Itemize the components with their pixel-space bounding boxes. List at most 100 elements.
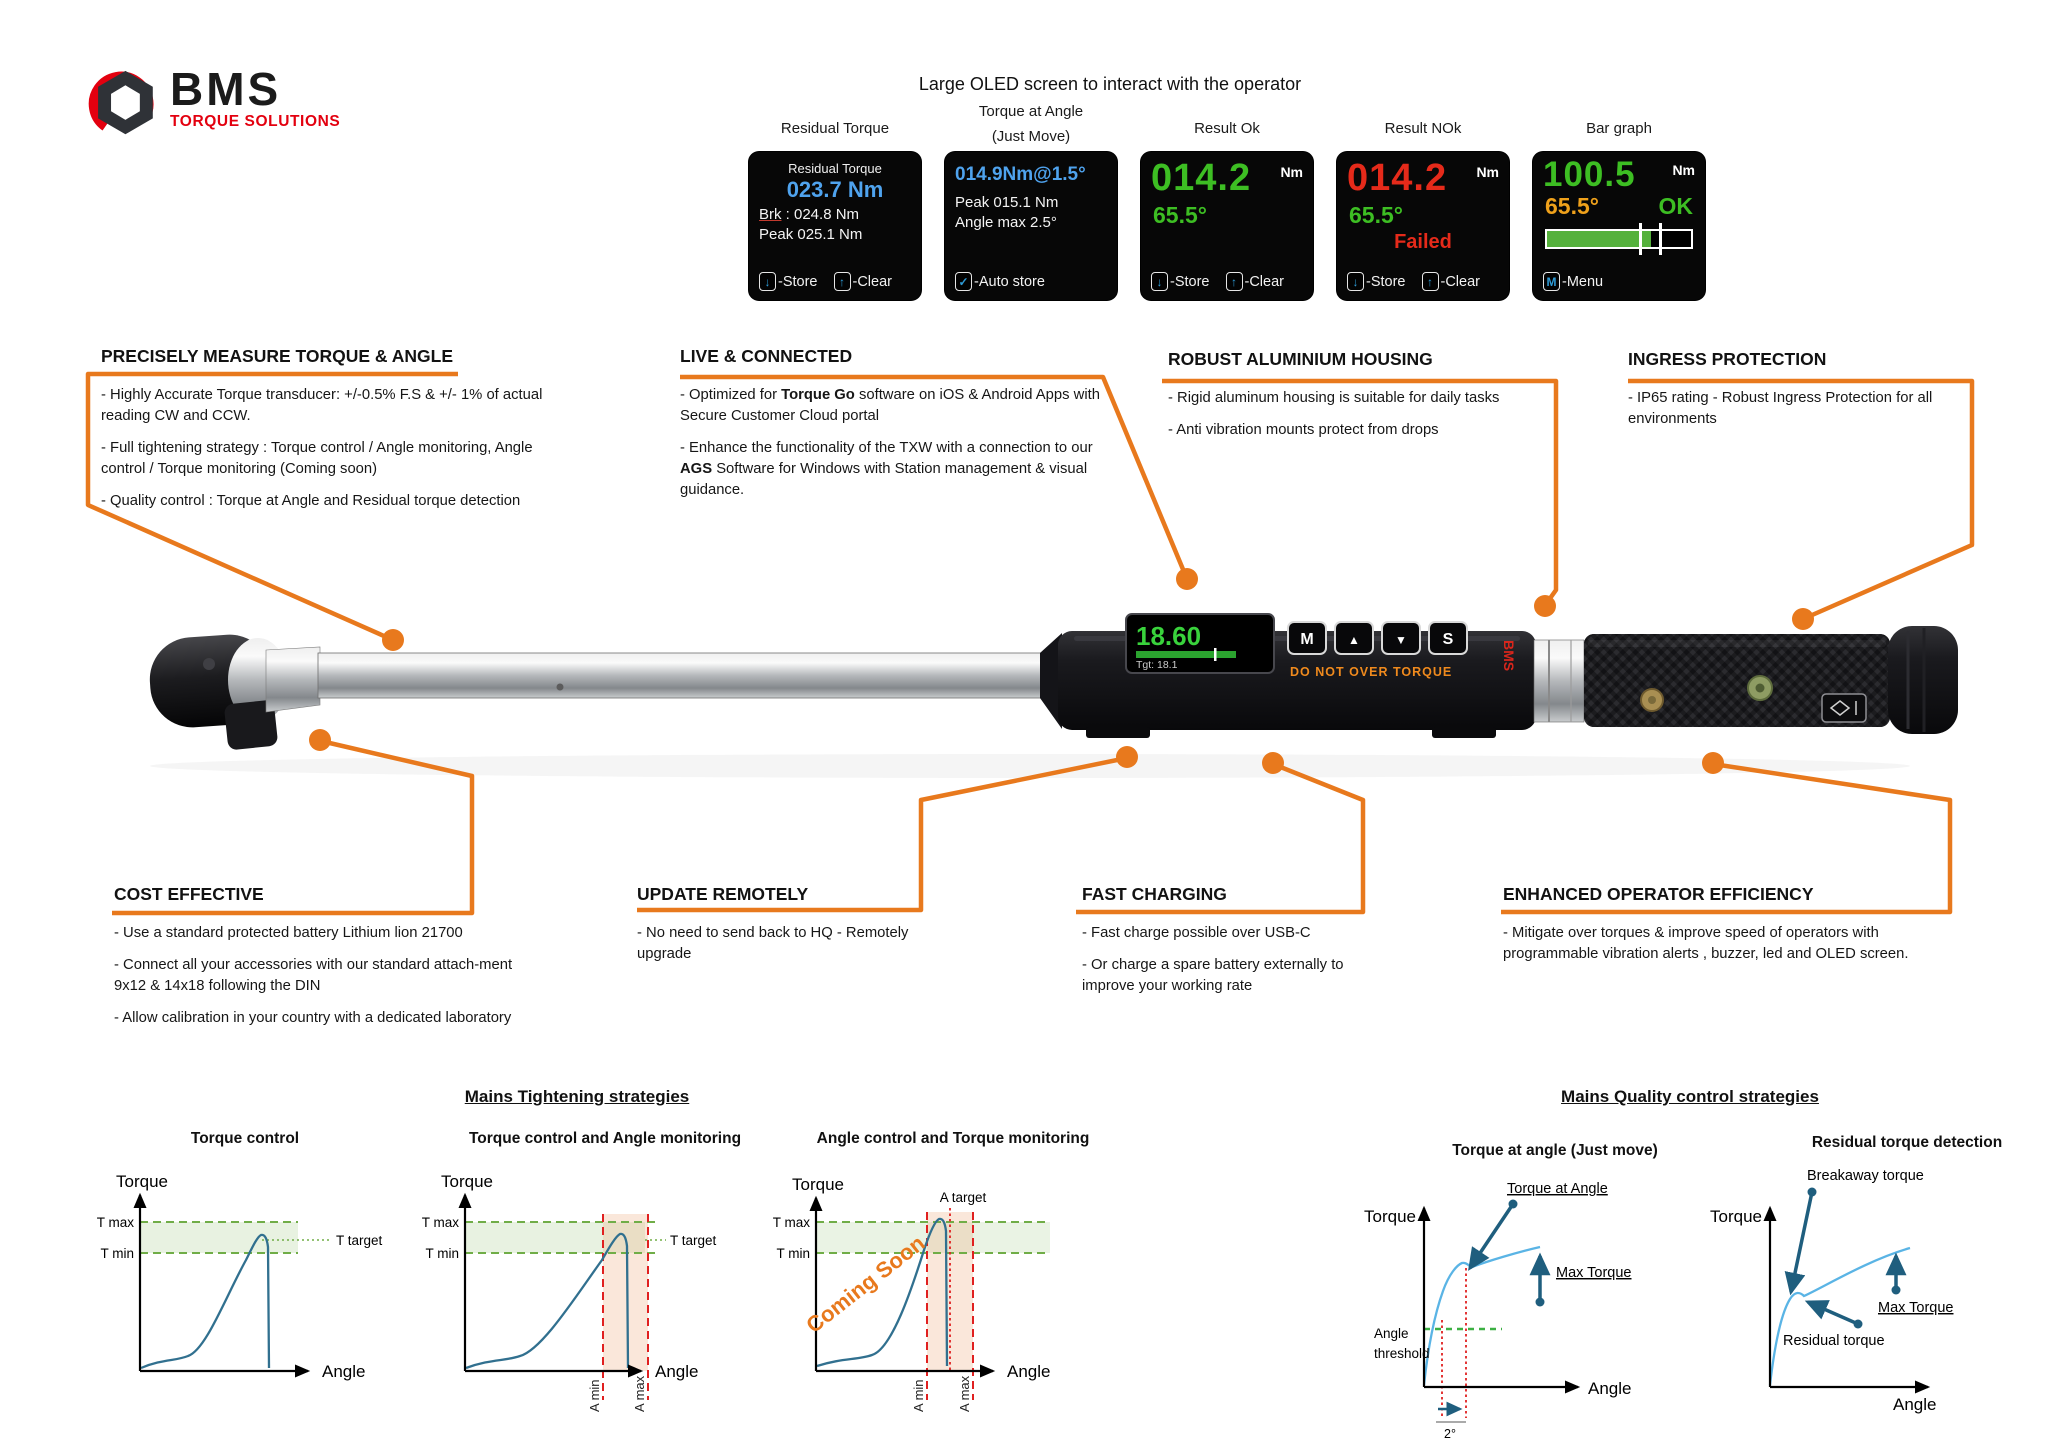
feature-live-connected: LIVE & CONNECTED - Optimized for Torque … bbox=[680, 346, 1100, 512]
oled-screen-residual-torque: Residual Torque 023.7 Nm Brk : 024.8 Nm … bbox=[749, 152, 921, 300]
up-arrow-icon: ↑ bbox=[833, 272, 851, 291]
t-min-label: T min bbox=[776, 1246, 810, 1261]
up-arrow-icon: ↑ bbox=[1421, 272, 1439, 291]
chart-title-angle-torque-monitoring: Angle control and Torque monitoring bbox=[816, 1130, 1090, 1147]
chart-angle-control-torque-monitoring: Torque Angle A target T max T min A min … bbox=[773, 1175, 1051, 1412]
wrench-neck bbox=[265, 646, 321, 713]
up-button: ▲ bbox=[1348, 633, 1360, 647]
feature-bullet: - Use a standard protected battery Lithi… bbox=[114, 925, 463, 941]
torque-at-angle-value: 014.9Nm@1.5° bbox=[955, 164, 1086, 185]
angle-threshold-label-line2: threshold bbox=[1374, 1346, 1430, 1361]
oled-screen-result-nok: 014.2 Nm 65.5° Failed ↓ -Store ↑ -Clear bbox=[1337, 152, 1509, 300]
bms-hexagon-logo-icon bbox=[88, 70, 154, 137]
chart-torque-at-angle: Torque Angle Torque at Angle Max Torque … bbox=[1364, 1181, 1631, 1441]
chart-title-torque-angle-monitoring: Torque control and Angle monitoring bbox=[468, 1130, 742, 1147]
anti-vibration-mount bbox=[1086, 727, 1150, 738]
t-target-label: T target bbox=[336, 1233, 383, 1248]
oled-section-heading: Large OLED screen to interact with the o… bbox=[918, 74, 1302, 94]
feature-bullet: - Rigid aluminum housing is suitable for… bbox=[1168, 390, 1500, 406]
feature-bullet: - Connect all your accessories with our … bbox=[114, 957, 513, 994]
t-max-label: T max bbox=[773, 1215, 811, 1230]
max-torque-annotation: Max Torque bbox=[1556, 1265, 1632, 1281]
angle-max-line: Angle max 2.5° bbox=[955, 214, 1057, 231]
clear-softkey: ↑ -Clear bbox=[1225, 272, 1284, 291]
logo-brand: BMS bbox=[170, 63, 282, 115]
menu-button: M bbox=[1300, 631, 1313, 648]
peak-line: Peak 025.1 Nm bbox=[759, 226, 863, 243]
a-target-label: A target bbox=[940, 1190, 987, 1205]
feature-title: COST EFFECTIVE bbox=[114, 884, 264, 904]
chart-title-torque-at-angle: Torque at angle (Just move) bbox=[1452, 1142, 1658, 1159]
breakaway-line: Brk : 024.8 Nm bbox=[759, 206, 860, 223]
clear-softkey: ↑ -Clear bbox=[1421, 272, 1480, 291]
screen-label-torque-at-angle: Torque at Angle bbox=[978, 103, 1084, 120]
x-axis-label: Angle bbox=[1893, 1395, 1936, 1414]
callout-dots bbox=[309, 568, 1814, 774]
feature-title: ROBUST ALUMINIUM HOUSING bbox=[1168, 349, 1433, 369]
logo-tagline: TORQUE SOLUTIONS bbox=[170, 113, 341, 130]
down-button: ▼ bbox=[1395, 633, 1407, 647]
clear-softkey: ↑ -Clear bbox=[833, 272, 892, 291]
breakaway-torque-annotation: Breakaway torque bbox=[1807, 1168, 1924, 1184]
feature-bullet: - Quality control : Torque at Angle and … bbox=[101, 493, 521, 509]
feature-bullet: - Optimized for Torque Go software on iO… bbox=[680, 387, 1100, 424]
device-display-value: 18.60 bbox=[1136, 621, 1201, 651]
oled-screen-torque-at-angle: 014.9Nm@1.5° Peak 015.1 Nm Angle max 2.5… bbox=[945, 152, 1117, 300]
shaft-pin-hole bbox=[556, 683, 564, 691]
x-axis-label: Angle bbox=[1588, 1379, 1631, 1398]
unit-label: Nm bbox=[1476, 164, 1499, 180]
oled-screen-bar-graph: 100.5 Nm 65.5° OK M -Menu bbox=[1533, 152, 1705, 300]
screen-label-just-move: (Just Move) bbox=[991, 128, 1071, 145]
feature-title: ENHANCED OPERATOR EFFICIENCY bbox=[1503, 884, 1814, 904]
over-torque-warning: DO NOT OVER TORQUE bbox=[1290, 665, 1452, 679]
shaft-taper bbox=[1040, 633, 1062, 729]
feature-title: INGRESS PROTECTION bbox=[1628, 349, 1827, 369]
y-axis-label: Torque bbox=[1364, 1207, 1416, 1226]
x-axis-label: Angle bbox=[1007, 1362, 1050, 1381]
a-max-label: A max bbox=[957, 1375, 972, 1412]
ok-status: OK bbox=[1658, 193, 1694, 220]
residual-torque-annotation: Residual torque bbox=[1783, 1333, 1885, 1349]
t-min-label: T min bbox=[425, 1246, 459, 1261]
wrench-shadow bbox=[150, 754, 1910, 778]
feature-title: LIVE & CONNECTED bbox=[680, 346, 853, 366]
grip-label-plate bbox=[1821, 693, 1867, 723]
max-torque-annotation: Max Torque bbox=[1878, 1300, 1954, 1316]
t-target-label: T target bbox=[670, 1233, 717, 1248]
torque-progress-bar bbox=[1545, 223, 1693, 256]
checkbox-icon: ✓ bbox=[955, 272, 972, 291]
y-axis-label: Torque bbox=[1710, 1207, 1762, 1226]
feature-title: PRECISELY MEASURE TORQUE & ANGLE bbox=[101, 346, 454, 366]
feature-precisely-measure: PRECISELY MEASURE TORQUE & ANGLE - Highl… bbox=[101, 346, 563, 523]
a-min-label: A min bbox=[587, 1379, 602, 1412]
screen-label-residual-torque: Residual Torque bbox=[780, 120, 890, 137]
housing-brand-mark: BMS bbox=[1501, 640, 1517, 671]
torque-at-angle-annotation: Torque at Angle bbox=[1507, 1181, 1608, 1197]
a-max-label: A max bbox=[632, 1375, 647, 1412]
feature-cost-effective: COST EFFECTIVE - Use a standard protecte… bbox=[114, 884, 522, 1040]
feature-fast-charging: FAST CHARGING - Fast charge possible ove… bbox=[1082, 884, 1382, 1008]
chart-title-torque-control: Torque control bbox=[190, 1130, 300, 1147]
chart-torque-control-angle-monitoring: Torque Angle T max T min T target A min … bbox=[422, 1172, 717, 1412]
chart-title-residual-torque: Residual torque detection bbox=[1811, 1134, 2003, 1151]
down-arrow-icon: ↓ bbox=[759, 272, 776, 291]
bar-graph-torque: 100.5 bbox=[1543, 155, 1636, 194]
store-softkey: ↓ -Store bbox=[759, 272, 818, 291]
t-min-label: T min bbox=[100, 1246, 134, 1261]
tightening-strategies-heading: Mains Tightening strategies bbox=[464, 1087, 690, 1106]
menu-key-icon: M bbox=[1543, 272, 1560, 291]
up-arrow-icon: ↑ bbox=[1225, 272, 1243, 291]
t-max-label: T max bbox=[422, 1215, 460, 1230]
quality-strategies-heading: Mains Quality control strategies bbox=[1561, 1087, 1819, 1106]
feature-robust-housing: ROBUST ALUMINIUM HOUSING - Rigid aluminu… bbox=[1168, 349, 1568, 452]
bar-graph-angle: 65.5° bbox=[1545, 193, 1599, 220]
down-arrow-icon: ↓ bbox=[1347, 272, 1364, 291]
result-ok-angle: 65.5° bbox=[1153, 202, 1207, 229]
t-max-label: T max bbox=[97, 1215, 135, 1230]
feature-bullet: - Highly Accurate Torque transducer: +/-… bbox=[101, 387, 543, 424]
bms-logo: BMS TORQUE SOLUTIONS bbox=[88, 66, 340, 142]
